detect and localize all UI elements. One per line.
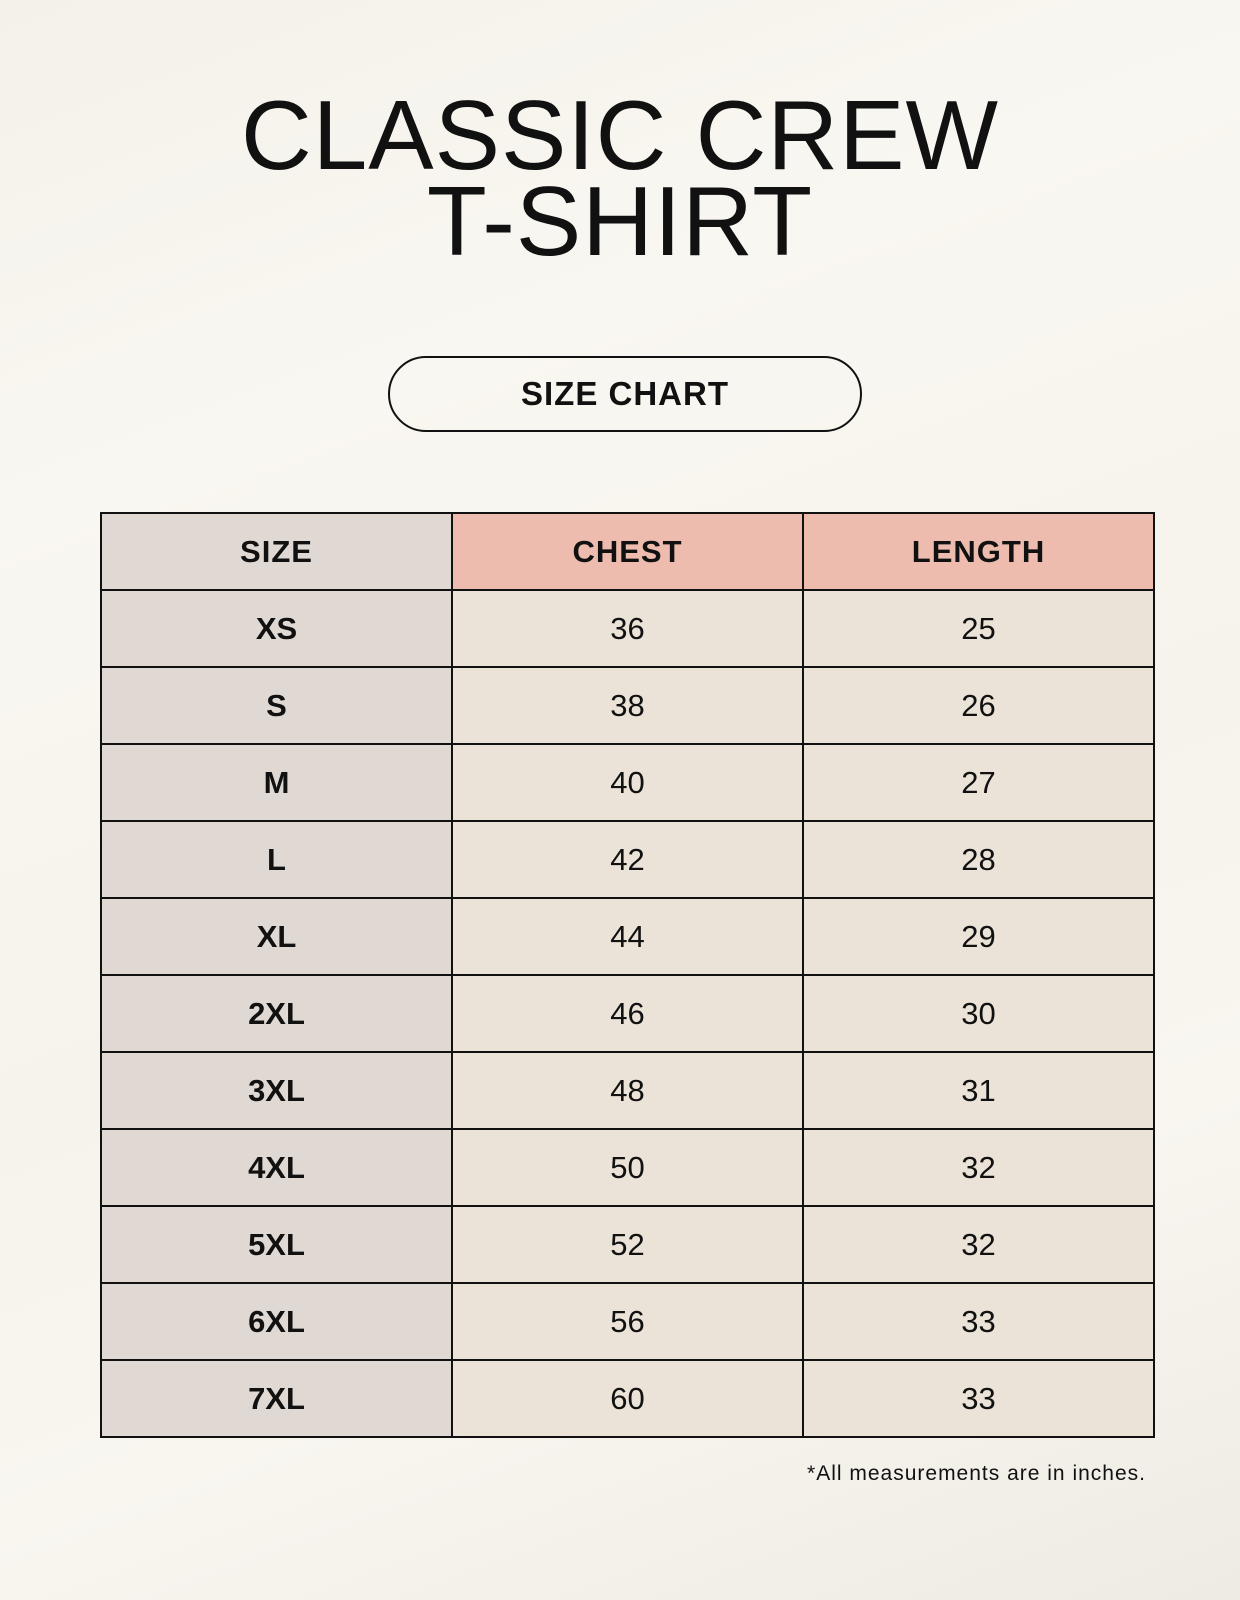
cell-length: 32 [802,1205,1155,1284]
table-row: XS 36 25 [100,589,1155,668]
cell-chest: 48 [451,1051,804,1130]
cell-chest: 36 [451,589,804,668]
cell-chest: 56 [451,1282,804,1361]
table-row: 2XL 46 30 [100,974,1155,1053]
cell-size: 2XL [100,974,453,1053]
cell-size: XL [100,897,453,976]
cell-chest: 40 [451,743,804,822]
cell-length: 29 [802,897,1155,976]
header-size: SIZE [100,512,453,591]
table-row: M 40 27 [100,743,1155,822]
table-row: 3XL 48 31 [100,1051,1155,1130]
cell-length: 25 [802,589,1155,668]
cell-size: XS [100,589,453,668]
cell-length: 28 [802,820,1155,899]
cell-size: 3XL [100,1051,453,1130]
cell-chest: 44 [451,897,804,976]
cell-length: 33 [802,1282,1155,1361]
cell-length: 26 [802,666,1155,745]
table-row: 5XL 52 32 [100,1205,1155,1284]
title-line-1: CLASSIC CREW [240,80,999,190]
table-row: XL 44 29 [100,897,1155,976]
cell-size: 7XL [100,1359,453,1438]
table-row: 7XL 60 33 [100,1359,1155,1438]
cell-size: 4XL [100,1128,453,1207]
page-title: CLASSIC CREW T-SHIRT [0,80,1240,276]
table-header-row: SIZE CHEST LENGTH [100,512,1155,591]
cell-chest: 46 [451,974,804,1053]
cell-chest: 42 [451,820,804,899]
cell-length: 32 [802,1128,1155,1207]
footnote: *All measurements are in inches. [807,1462,1146,1485]
cell-length: 33 [802,1359,1155,1438]
cell-size: M [100,743,453,822]
cell-size: L [100,820,453,899]
cell-length: 31 [802,1051,1155,1130]
header-chest: CHEST [451,512,804,591]
cell-size: 6XL [100,1282,453,1361]
table-row: L 42 28 [100,820,1155,899]
size-chart-badge: SIZE CHART [388,356,862,432]
cell-chest: 52 [451,1205,804,1284]
table-row: 4XL 50 32 [100,1128,1155,1207]
header-length: LENGTH [802,512,1155,591]
table-row: 6XL 56 33 [100,1282,1155,1361]
cell-size: 5XL [100,1205,453,1284]
cell-length: 27 [802,743,1155,822]
cell-chest: 60 [451,1359,804,1438]
title-line-2: T-SHIRT [426,166,814,276]
size-table: SIZE CHEST LENGTH XS 36 25 S 38 26 M 40 27 L 42 28 X… [100,512,1155,1438]
cell-chest: 38 [451,666,804,745]
cell-length: 30 [802,974,1155,1053]
cell-chest: 50 [451,1128,804,1207]
cell-size: S [100,666,453,745]
table-row: S 38 26 [100,666,1155,745]
